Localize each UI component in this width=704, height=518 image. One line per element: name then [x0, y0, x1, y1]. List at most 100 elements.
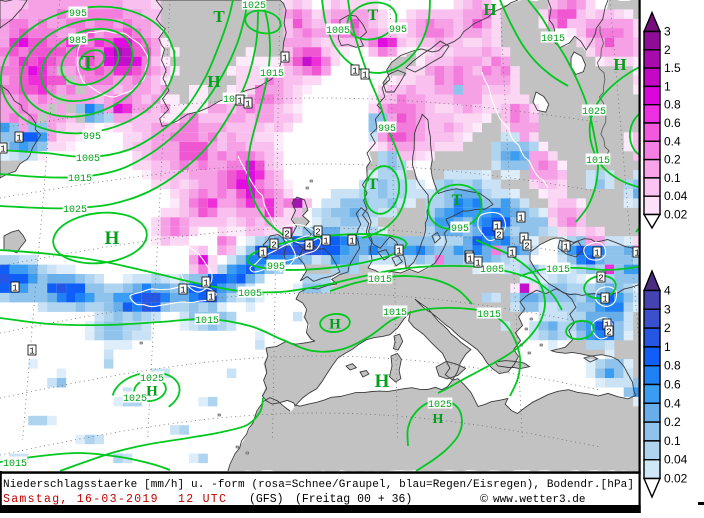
svg-text:1025: 1025	[63, 205, 87, 216]
svg-text:1: 1	[664, 340, 671, 354]
svg-text:1.5: 1.5	[664, 61, 681, 75]
svg-text:1005: 1005	[223, 95, 247, 106]
svg-text:2: 2	[606, 327, 611, 337]
svg-text:1: 1	[563, 242, 568, 252]
svg-text:1025: 1025	[428, 400, 452, 411]
svg-text:0.8: 0.8	[664, 359, 681, 373]
svg-text:1: 1	[323, 236, 328, 246]
svg-text:1015: 1015	[68, 174, 92, 185]
svg-text:1: 1	[29, 346, 34, 356]
svg-text:1005: 1005	[326, 26, 350, 37]
svg-text:1: 1	[282, 53, 287, 63]
svg-text:1015: 1015	[541, 34, 565, 45]
svg-text:0.6: 0.6	[664, 378, 681, 392]
svg-text:www.wetter3.de: www.wetter3.de	[493, 494, 585, 506]
svg-text:1: 1	[208, 292, 213, 302]
svg-text:0.6: 0.6	[664, 116, 681, 130]
svg-text:(Freitag 00 + 36): (Freitag 00 + 36)	[295, 493, 412, 506]
svg-text:995: 995	[389, 25, 407, 36]
svg-text:1015: 1015	[368, 275, 392, 286]
svg-text:1: 1	[509, 248, 514, 258]
svg-text:0.4: 0.4	[664, 134, 681, 148]
svg-text:Samstag, 16-03-2019: Samstag, 16-03-2019	[3, 493, 159, 506]
svg-text:1015: 1015	[546, 265, 570, 276]
svg-text:0.04: 0.04	[664, 189, 688, 203]
svg-text:1: 1	[260, 248, 265, 258]
svg-text:T: T	[368, 176, 379, 193]
svg-text:1: 1	[349, 236, 354, 246]
svg-text:©: ©	[480, 493, 488, 505]
svg-text:1025: 1025	[242, 1, 266, 12]
svg-text:1: 1	[352, 66, 357, 76]
svg-text:1: 1	[237, 96, 242, 106]
svg-text:Niederschlagsstaerke [mm/h] u.: Niederschlagsstaerke [mm/h] u. -form (ro…	[3, 479, 634, 491]
svg-text:1025: 1025	[140, 374, 164, 385]
svg-text:0.02: 0.02	[664, 472, 688, 486]
svg-text:H: H	[329, 316, 341, 332]
svg-text:3: 3	[664, 302, 671, 316]
svg-text:0.04: 0.04	[664, 453, 688, 467]
svg-text:4: 4	[306, 241, 311, 251]
svg-text:1: 1	[521, 234, 526, 244]
svg-text:2: 2	[664, 321, 671, 335]
svg-text:1: 1	[12, 283, 17, 293]
svg-text:(GFS): (GFS)	[249, 493, 284, 506]
svg-text:0.2: 0.2	[664, 153, 681, 167]
svg-text:0.8: 0.8	[664, 98, 681, 112]
svg-text:2: 2	[315, 227, 320, 237]
svg-text:1015: 1015	[260, 69, 284, 80]
svg-text:1025: 1025	[123, 394, 147, 405]
svg-text:H: H	[375, 371, 390, 392]
svg-text:T: T	[452, 192, 463, 209]
svg-text:H: H	[483, 0, 496, 19]
svg-text:T: T	[368, 7, 379, 24]
svg-text:1005: 1005	[76, 154, 100, 165]
svg-text:H: H	[105, 228, 120, 249]
svg-text:1: 1	[180, 285, 185, 295]
svg-text:1: 1	[664, 79, 671, 93]
svg-text:995: 995	[83, 132, 101, 143]
svg-text:1005: 1005	[480, 265, 504, 276]
svg-text:1: 1	[245, 99, 250, 109]
svg-text:995: 995	[451, 224, 469, 235]
svg-text:4: 4	[664, 284, 671, 298]
svg-text:1: 1	[362, 70, 367, 80]
svg-text:0.2: 0.2	[664, 415, 681, 429]
svg-text:3: 3	[664, 25, 671, 39]
svg-text:T: T	[213, 7, 225, 26]
svg-text:0.4: 0.4	[664, 396, 681, 410]
svg-text:1: 1	[467, 254, 472, 264]
svg-text:1015: 1015	[3, 459, 27, 470]
svg-text:995: 995	[267, 262, 285, 273]
svg-text:1: 1	[518, 213, 523, 223]
svg-text:2: 2	[271, 240, 276, 250]
svg-text:2: 2	[524, 241, 529, 251]
svg-text:0.1: 0.1	[664, 171, 681, 185]
svg-text:1: 1	[0, 144, 5, 154]
svg-text:2: 2	[496, 230, 501, 240]
svg-text:1015: 1015	[477, 310, 501, 321]
svg-text:1: 1	[396, 246, 401, 256]
svg-text:0.1: 0.1	[664, 434, 681, 448]
svg-text:995: 995	[69, 9, 87, 20]
svg-text:1: 1	[203, 278, 208, 288]
svg-text:1: 1	[475, 258, 480, 268]
svg-text:1015: 1015	[195, 316, 219, 327]
svg-text:H: H	[613, 55, 626, 74]
svg-text:1: 1	[594, 248, 599, 258]
svg-text:2: 2	[284, 229, 289, 239]
svg-text:1: 1	[16, 133, 21, 143]
svg-text:1: 1	[602, 294, 607, 304]
svg-text:1: 1	[604, 320, 609, 330]
svg-text:T: T	[81, 52, 95, 74]
svg-text:0.02: 0.02	[664, 208, 688, 222]
svg-text:1005: 1005	[238, 289, 262, 300]
svg-text:1015: 1015	[383, 308, 407, 319]
svg-text:H: H	[146, 383, 158, 399]
svg-text:12 UTC: 12 UTC	[178, 493, 227, 506]
svg-text:985: 985	[69, 36, 87, 47]
svg-text:2: 2	[598, 273, 603, 283]
svg-text:995: 995	[378, 124, 396, 135]
svg-text:H: H	[207, 72, 220, 91]
svg-text:1015: 1015	[586, 156, 610, 167]
